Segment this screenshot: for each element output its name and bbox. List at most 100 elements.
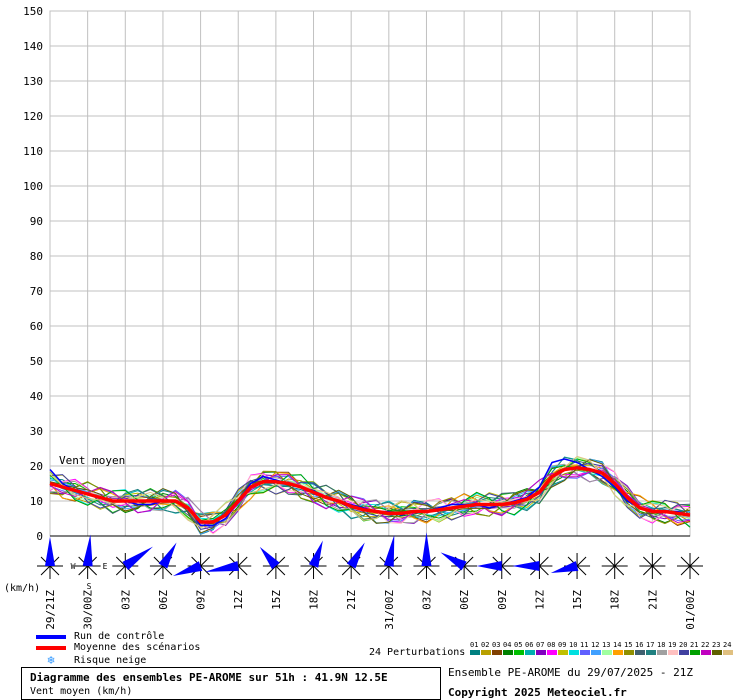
series-label: Vent moyen: [59, 454, 125, 467]
wind-rose: [476, 553, 515, 579]
perturbation-swatch: [536, 650, 546, 655]
perturbation-line-23: [49, 459, 691, 534]
y-tick-label: 100: [23, 180, 43, 193]
perturbation-swatch: [712, 650, 722, 655]
wind-rose: [550, 553, 591, 579]
perturbation-swatch: [525, 650, 535, 655]
perturbation-swatch: [503, 650, 513, 655]
mean-swatch: [36, 645, 66, 650]
perturbation-number: 21: [690, 641, 698, 649]
perturbation-swatch: [657, 650, 667, 655]
footer-box: Diagramme des ensembles PE-AROME sur 51h…: [21, 667, 441, 700]
y-tick-label: 140: [23, 40, 43, 53]
x-tick-label: 06Z: [157, 590, 170, 610]
y-tick-label: 150: [23, 5, 43, 18]
ensemble-info: Ensemble PE-AROME du 29/07/2025 - 21Z: [448, 666, 694, 679]
compass-letter: S: [87, 582, 92, 591]
wind-rose: [149, 542, 177, 579]
wind-rose: [677, 553, 703, 579]
perturbation-number: 23: [712, 641, 720, 649]
perturbation-swatch: [701, 650, 711, 655]
x-tick-label: 29/21Z: [44, 590, 57, 630]
y-tick-label: 110: [23, 145, 43, 158]
perturbation-number: 07: [536, 641, 544, 649]
wind-rose: [639, 553, 666, 579]
legend-mean: Moyenne des scénarios: [36, 642, 200, 653]
perturbation-number: 14: [613, 641, 621, 649]
perturbation-number: 16: [635, 641, 643, 649]
legend-snow: ❄ Risque neige: [36, 653, 146, 667]
perturbation-swatch: [646, 650, 656, 655]
footer-title: Diagramme des ensembles PE-AROME sur 51h…: [30, 671, 388, 684]
perturbation-swatch: [481, 650, 491, 655]
perturbation-number: 01: [470, 641, 478, 649]
perturbation-number: 19: [668, 641, 676, 649]
y-unit-label: (km/h): [4, 583, 40, 594]
perturbation-number: 06: [525, 641, 533, 649]
perturbation-line-22: [49, 469, 691, 527]
x-tick-label: 09Z: [195, 590, 208, 610]
perturbation-number: 05: [514, 641, 522, 649]
perturbation-legend: 24 Perturbations 01 02 03 04 05 06 07 08 09 10 11 12…: [369, 641, 733, 658]
legend-mean-label: Moyenne des scénarios: [74, 642, 201, 653]
wind-rose: [512, 553, 553, 579]
wind-rose: [338, 542, 365, 579]
x-tick-label: 18Z: [308, 590, 321, 610]
perturbation-swatch: [613, 650, 623, 655]
y-tick-label: 80: [30, 250, 43, 263]
x-tick-label: 01/00Z: [684, 590, 697, 630]
mean-series-line: [49, 466, 691, 524]
wind-rose: [440, 552, 478, 579]
control-swatch: [36, 634, 66, 639]
x-axis-tick-labels: 29/21Z 30/00Z 03Z 06Z 09Z 12Z 15Z 18Z 21Z 31/00Z 0…: [44, 590, 697, 630]
perturbation-number: 17: [646, 641, 654, 649]
y-tick-label: 70: [30, 285, 43, 298]
perturbation-number: 11: [580, 641, 588, 649]
wind-rose: [375, 534, 402, 579]
y-tick-label: 120: [23, 110, 43, 123]
compass-letter: E: [103, 562, 108, 571]
legend-control: Run de contrôle: [36, 631, 164, 642]
y-tick-label: 30: [30, 425, 43, 438]
perturbation-swatch: [602, 650, 612, 655]
wind-rose: [413, 532, 440, 579]
compass-letter: W: [71, 562, 76, 571]
perturbation-number: 22: [701, 641, 709, 649]
y-tick-label: 20: [30, 460, 43, 473]
perturbation-number: 04: [503, 641, 511, 649]
perturbation-number: 12: [591, 641, 599, 649]
perturbation-number: 03: [492, 641, 500, 649]
wind-rose: [37, 536, 63, 579]
perturbation-lines: [49, 455, 691, 535]
wind-roses: W E S: [37, 532, 703, 591]
x-tick-label: 21Z: [345, 590, 358, 610]
x-tick-label: 30/00Z: [82, 590, 95, 630]
plot-frame: [49, 10, 691, 537]
perturbation-swatch: [470, 650, 480, 655]
perturbation-swatch: [558, 650, 568, 655]
perturbation-line-02: [49, 458, 691, 528]
perturbation-number: 09: [558, 641, 566, 649]
x-tick-label: 12Z: [232, 590, 245, 610]
wind-rose: [259, 546, 289, 579]
legend-control-label: Run de contrôle: [74, 631, 165, 642]
y-tick-label: 10: [30, 495, 43, 508]
grid-lines: [49, 10, 691, 537]
perturbation-swatch: [723, 650, 733, 655]
y-tick-label: 0: [36, 530, 43, 543]
main-series-lines: [49, 458, 691, 527]
x-tick-label: 21Z: [646, 590, 659, 610]
perturbation-number: 10: [569, 641, 577, 649]
wind-rose: [74, 534, 101, 579]
perturbation-line-20: [49, 462, 691, 530]
perturbation-swatch: [547, 650, 557, 655]
perturbation-number: 18: [657, 641, 665, 649]
x-tick-label: 03Z: [420, 590, 433, 610]
y-axis-tick-labels: 0 10 20 30 40 50 60 70 80 90 100 110 120 130 140 150: [23, 5, 43, 543]
wind-rose: [300, 540, 327, 579]
y-tick-label: 50: [30, 355, 43, 368]
x-tick-label: 15Z: [270, 590, 283, 610]
x-tick-label: 18Z: [609, 590, 622, 610]
perturbation-number: 02: [481, 641, 489, 649]
